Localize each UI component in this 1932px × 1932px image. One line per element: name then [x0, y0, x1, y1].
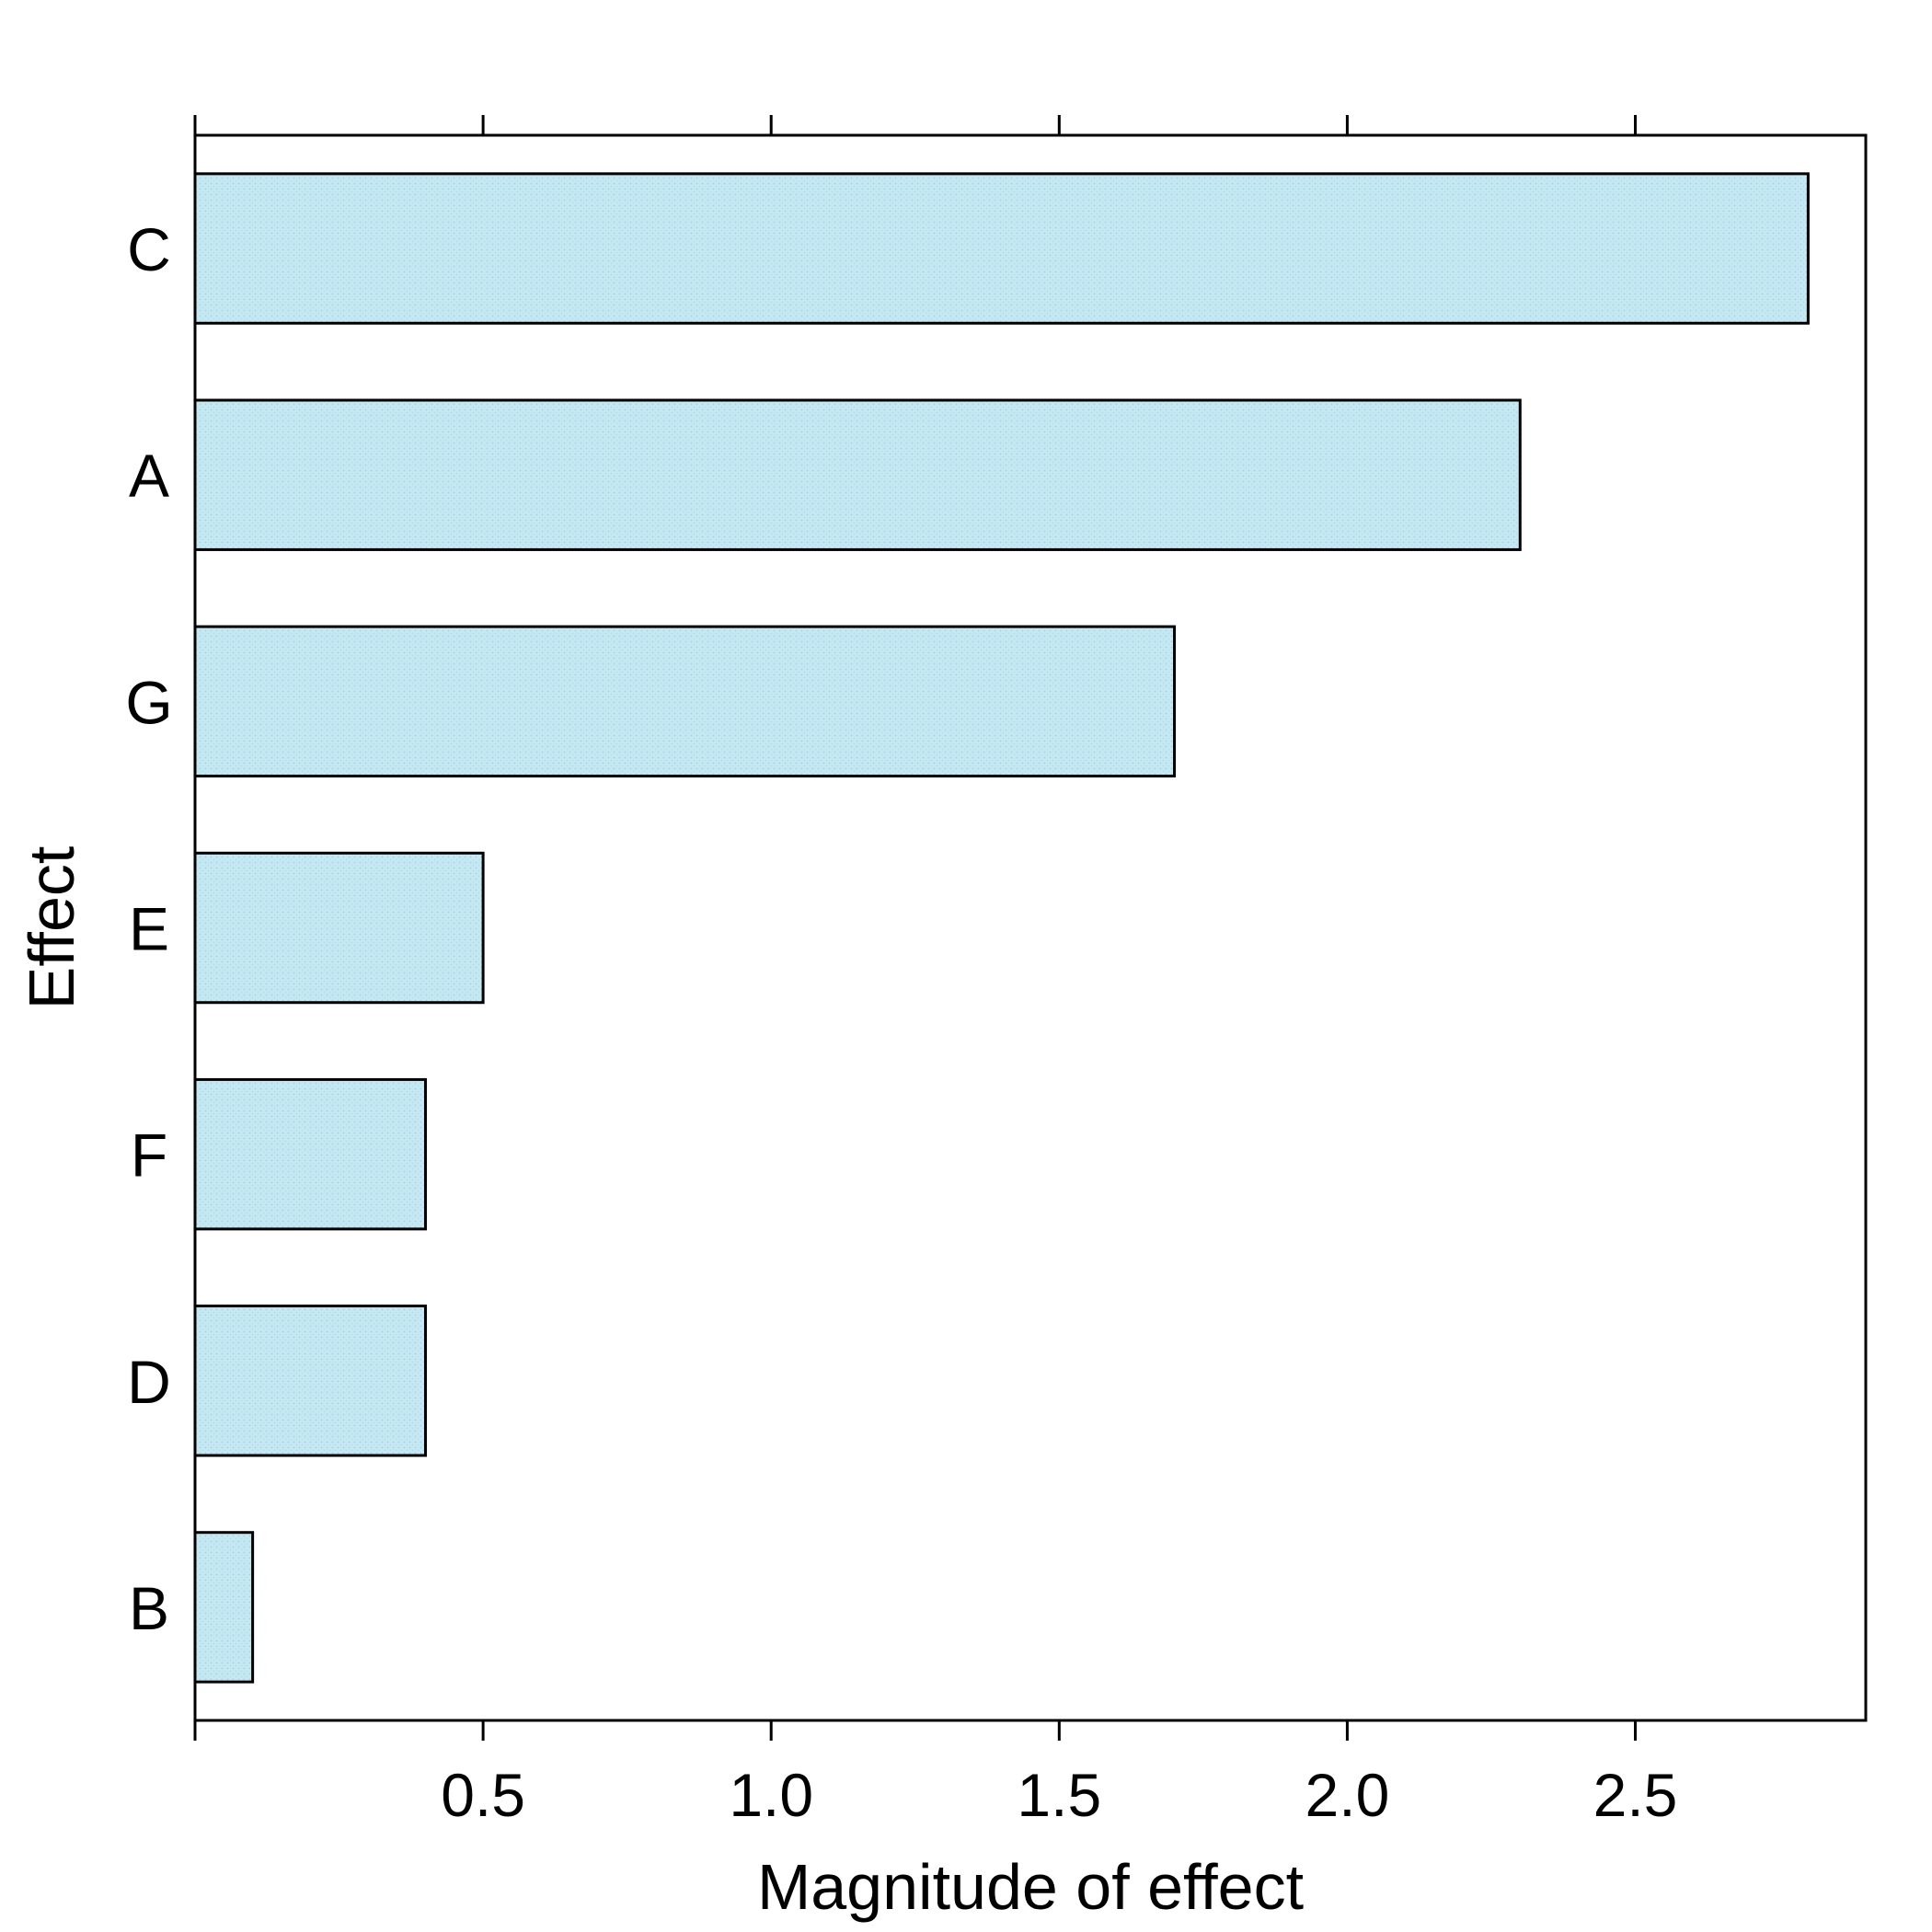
- y-tick-label-B: B: [129, 1574, 169, 1642]
- x-axis: 0.5 1.0 1.5 2.0 2.5: [193, 115, 1678, 1829]
- y-tick-label-F: F: [131, 1121, 167, 1190]
- bar-G: [193, 625, 1177, 778]
- bar-F: [193, 1077, 427, 1231]
- bar-B: [193, 1531, 255, 1684]
- x-axis-title: Magnitude of effect: [757, 1851, 1304, 1923]
- x-tick-label: 1.0: [729, 1761, 813, 1829]
- x-tick-label: 1.5: [1017, 1761, 1101, 1829]
- y-tick-label-C: C: [127, 215, 171, 283]
- x-tick-label: 2.5: [1593, 1761, 1678, 1829]
- y-axis-title: Effect: [16, 846, 87, 1010]
- bars-layer: [193, 172, 1810, 1684]
- y-tick-label-E: E: [129, 895, 169, 963]
- bar-D: [193, 1305, 427, 1457]
- y-tick-label-A: A: [129, 442, 169, 510]
- bar-A: [193, 398, 1522, 551]
- y-axis: C A G E F D B: [125, 215, 172, 1642]
- x-tick-label: 0.5: [441, 1761, 525, 1829]
- y-tick-label-D: D: [127, 1348, 171, 1416]
- bar-C: [193, 172, 1810, 325]
- bar-E: [193, 851, 485, 1005]
- y-tick-label-G: G: [125, 668, 172, 736]
- plot-frame: [193, 133, 1868, 1722]
- x-tick-label: 2.0: [1305, 1761, 1390, 1829]
